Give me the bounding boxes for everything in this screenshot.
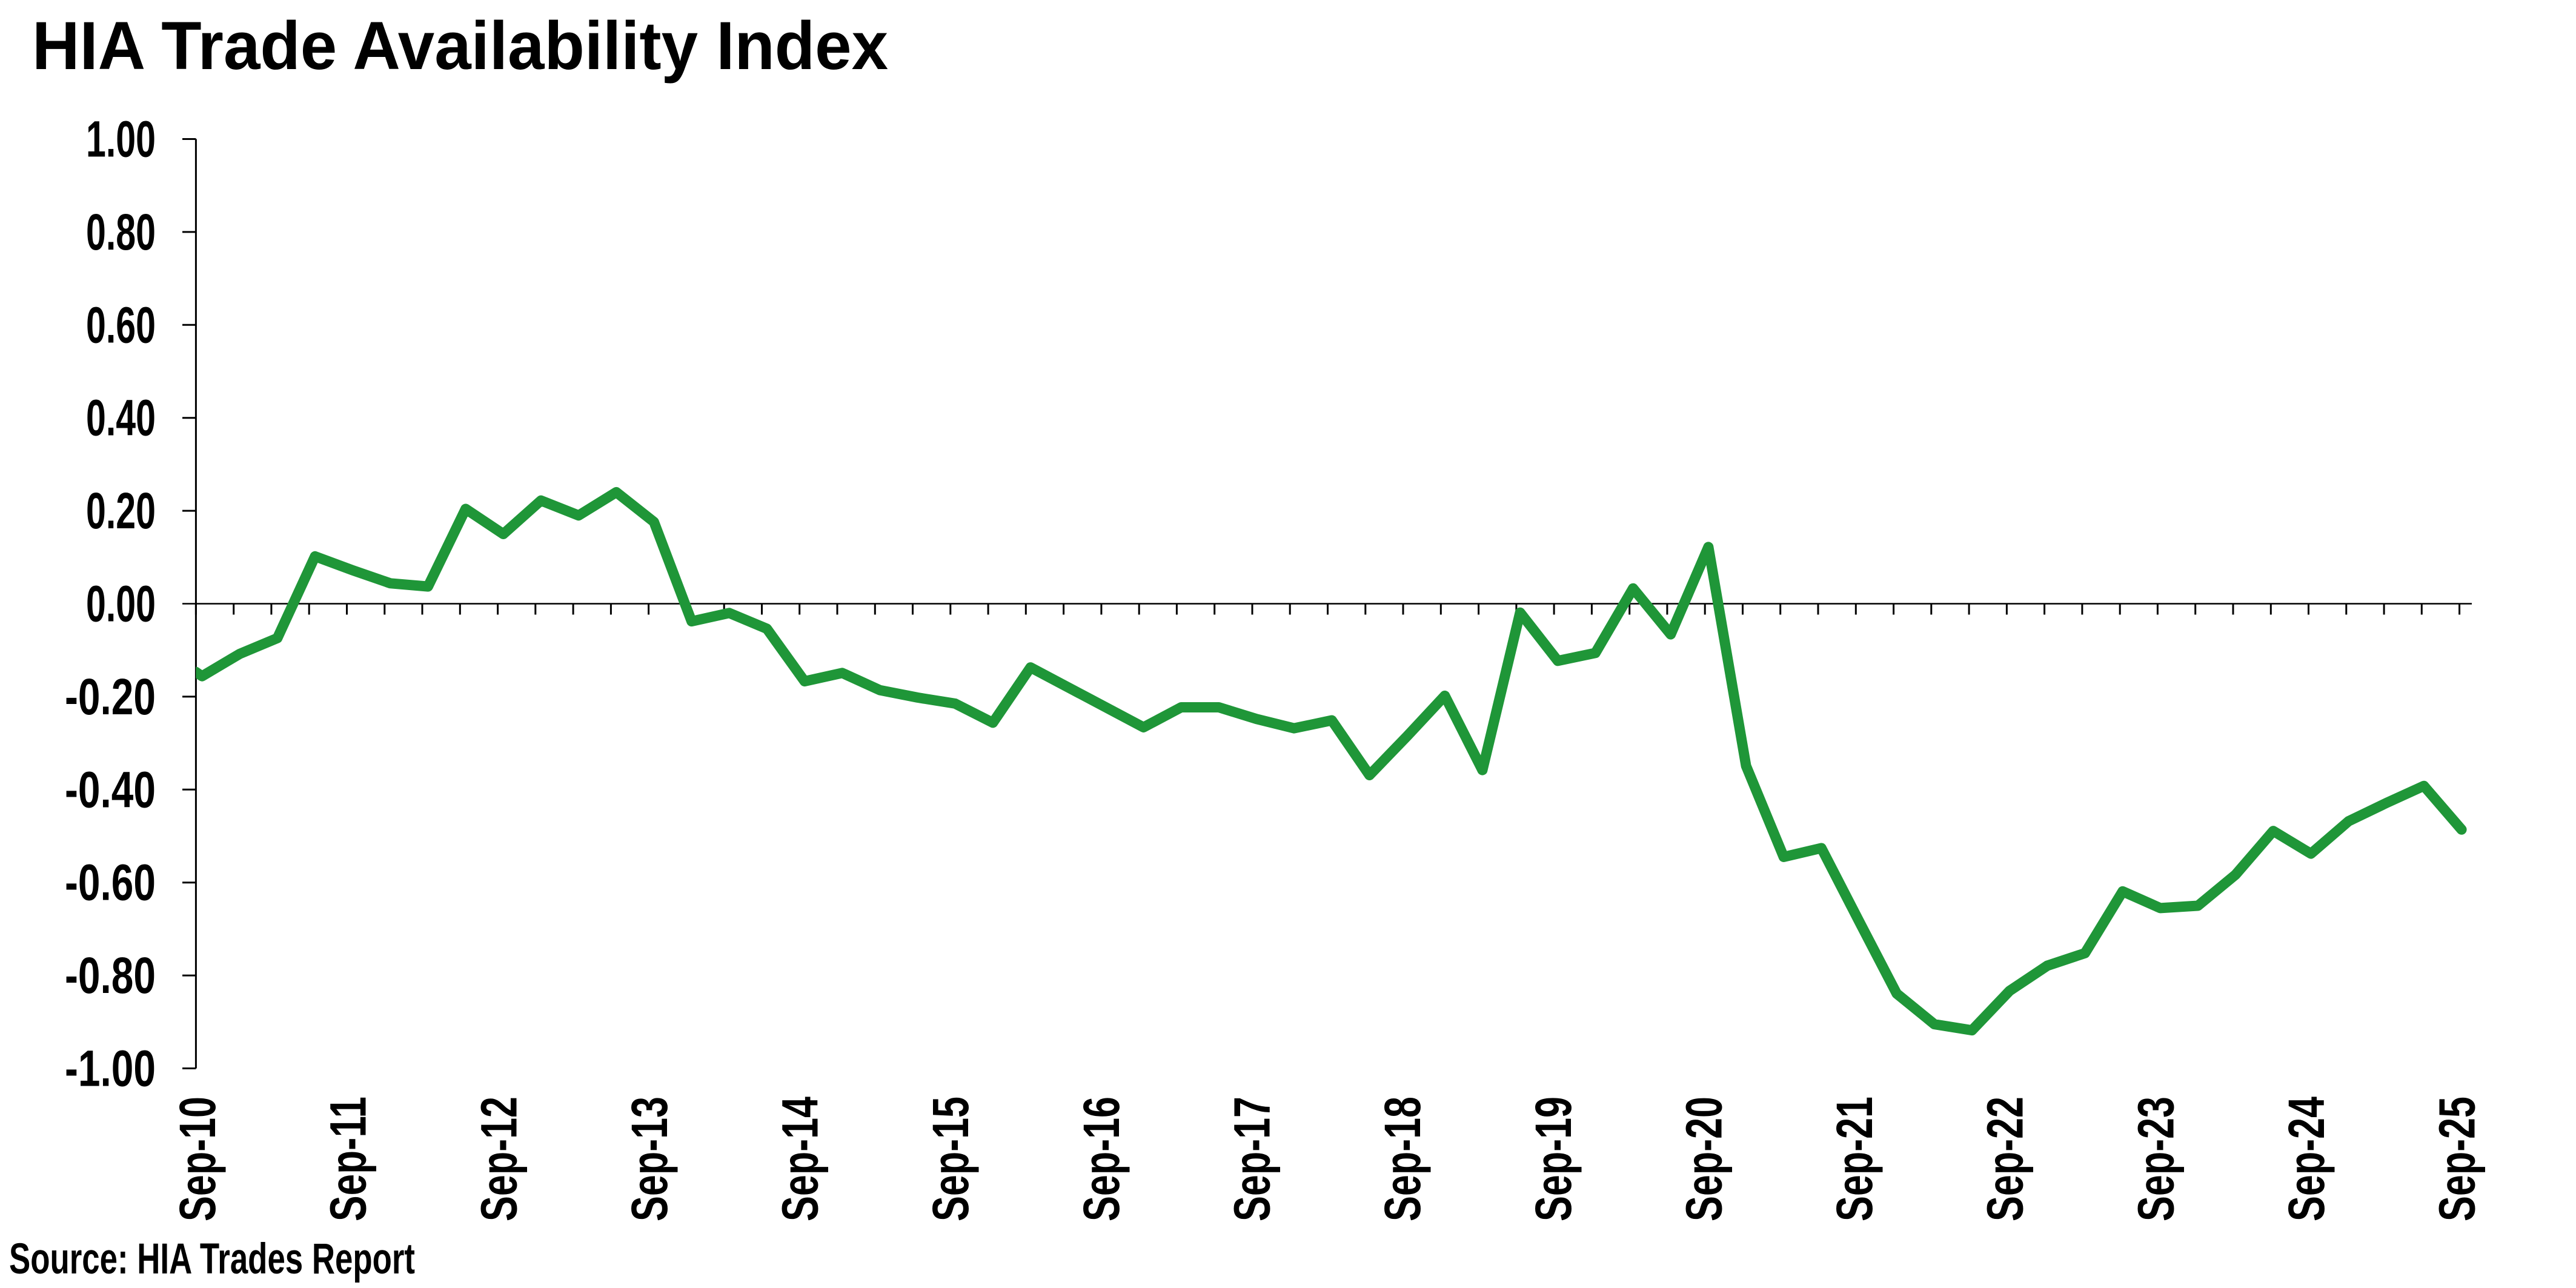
svg-text:1.00: 1.00 <box>86 111 156 168</box>
svg-text:-0.60: -0.60 <box>65 854 156 911</box>
svg-text:-0.20: -0.20 <box>65 668 156 725</box>
svg-text:-0.80: -0.80 <box>65 947 156 1004</box>
svg-text:0.20: 0.20 <box>86 482 156 539</box>
svg-text:Sep-18: Sep-18 <box>1374 1097 1431 1221</box>
svg-text:Sep-23: Sep-23 <box>2127 1097 2184 1221</box>
svg-text:HIA Trade Availability Index: HIA Trade Availability Index <box>32 8 888 84</box>
svg-text:-1.00: -1.00 <box>65 1040 156 1097</box>
svg-text:Sep-11: Sep-11 <box>320 1097 377 1221</box>
svg-text:Sep-17: Sep-17 <box>1224 1097 1281 1221</box>
svg-text:Sep-22: Sep-22 <box>1977 1097 2034 1221</box>
svg-text:Sep-14: Sep-14 <box>772 1097 829 1221</box>
svg-text:Sep-16: Sep-16 <box>1073 1097 1130 1221</box>
svg-text:Source: HIA Trades Report: Source: HIA Trades Report <box>9 1235 415 1283</box>
svg-text:Sep-12: Sep-12 <box>470 1097 527 1221</box>
svg-text:0.40: 0.40 <box>86 390 156 446</box>
svg-text:Sep-25: Sep-25 <box>2429 1097 2486 1221</box>
svg-text:0.00: 0.00 <box>86 576 156 632</box>
svg-text:Sep-21: Sep-21 <box>1826 1097 1883 1221</box>
svg-text:Sep-13: Sep-13 <box>621 1097 678 1221</box>
svg-text:Sep-19: Sep-19 <box>1525 1097 1582 1221</box>
svg-text:-0.40: -0.40 <box>65 761 156 818</box>
svg-text:0.60: 0.60 <box>86 296 156 353</box>
svg-text:0.80: 0.80 <box>86 204 156 261</box>
svg-text:Sep-20: Sep-20 <box>1675 1097 1732 1221</box>
svg-text:Sep-15: Sep-15 <box>922 1097 979 1221</box>
svg-text:Sep-10: Sep-10 <box>169 1097 226 1221</box>
svg-text:Sep-24: Sep-24 <box>2278 1097 2335 1221</box>
